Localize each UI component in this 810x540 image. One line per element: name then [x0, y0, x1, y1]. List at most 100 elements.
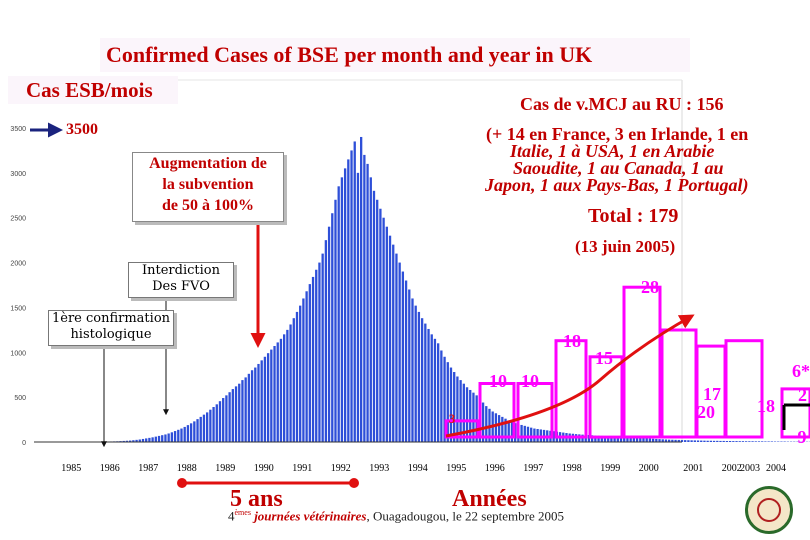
vmcj-line1: Cas de v.MCJ au RU : 156	[520, 94, 724, 114]
bse-bar	[494, 413, 498, 442]
bse-bar	[700, 440, 703, 442]
bse-bar	[459, 380, 462, 442]
bse-bar	[347, 159, 350, 442]
bse-bar	[684, 440, 687, 442]
bse-bar	[594, 435, 597, 442]
span-start-dot	[177, 478, 187, 488]
y-tick-label: 1000	[10, 350, 26, 357]
bse-bar	[138, 439, 141, 442]
bse-bar	[157, 435, 161, 442]
y-tick-label: 3000	[10, 171, 26, 178]
bse-bar	[164, 434, 167, 442]
bse-bar	[270, 349, 273, 442]
bse-bar	[189, 423, 193, 442]
bse-bar	[360, 136, 363, 442]
bse-bar	[372, 190, 376, 442]
bse-bar	[761, 441, 764, 442]
bse-bar	[241, 380, 244, 442]
annotation-subvention-line3: de 50 à 100%	[162, 197, 254, 214]
y-tick-label: 0	[22, 440, 26, 447]
bse-bar	[411, 298, 414, 442]
bse-bar	[536, 428, 539, 442]
vcjd-bar	[660, 328, 698, 439]
bse-bar	[148, 437, 151, 442]
bse-bar	[671, 439, 674, 442]
bse-bar	[302, 298, 305, 442]
x-tick-label: 2000	[639, 463, 659, 474]
x-tick-label: 1989	[215, 463, 235, 474]
bse-bar	[321, 253, 324, 442]
vcjd-bar	[516, 382, 554, 439]
bse-bar	[222, 398, 225, 442]
annotation-confirmation: 1ère confirmation histologique	[48, 310, 174, 346]
vcjd-bar	[554, 339, 588, 439]
vcjd-bar	[724, 339, 764, 439]
x-tick-label: 1994	[408, 463, 428, 474]
bse-bar	[629, 437, 632, 442]
bse-bar	[305, 291, 308, 442]
bse-bar	[129, 440, 132, 442]
bse-bar	[388, 235, 392, 442]
bse-bar	[145, 438, 148, 442]
marker-3500-label: 3500	[66, 121, 98, 138]
vcjd-bar	[478, 382, 516, 439]
bse-bar	[327, 226, 331, 442]
bse-bar	[283, 334, 286, 442]
bse-bar	[607, 436, 610, 442]
vmcj-line5: Japon, 1 aux Pays-Bas, 1 Portugal)	[485, 175, 749, 195]
bse-bar	[465, 387, 469, 442]
five-years-label: 5 ans	[230, 486, 283, 512]
bse-bar	[693, 440, 696, 442]
bse-bar	[440, 350, 443, 442]
bse-bar	[231, 389, 234, 442]
x-tick-label: 1985	[61, 463, 81, 474]
bse-bar	[732, 441, 735, 442]
annotation-confirmation-line1: 1ère confirmation	[51, 311, 171, 326]
bse-bar	[497, 415, 501, 442]
vcjd-value-label: 20	[697, 402, 715, 422]
bse-bar	[408, 289, 411, 442]
footer-note: 4èmes journées vétérinaires, Ouagadougou…	[228, 508, 564, 524]
bse-bar	[453, 372, 456, 442]
bse-bar	[424, 323, 427, 442]
bse-bar	[658, 439, 661, 442]
y-axis-title: Cas ESB/mois	[8, 76, 178, 104]
bse-bar	[770, 441, 773, 442]
bse-bar	[552, 431, 555, 442]
bse-bar	[376, 199, 379, 442]
bse-bar	[741, 441, 745, 442]
bse-bar	[690, 440, 693, 442]
bse-bar	[331, 213, 334, 442]
bse-bar	[173, 431, 177, 442]
x-tick-label: 1996	[485, 463, 505, 474]
x-tick-label: 2002	[722, 463, 742, 474]
bse-bar	[639, 438, 642, 442]
bse-bar	[449, 367, 453, 442]
bse-bar	[154, 436, 157, 442]
bse-bar	[645, 438, 648, 442]
bse-bar	[613, 436, 616, 442]
bse-bar	[668, 439, 671, 442]
bse-bar	[385, 226, 388, 442]
bse-bar	[289, 324, 292, 442]
bse-bar	[209, 409, 212, 442]
bse-bar	[363, 154, 366, 442]
bse-bar	[735, 441, 738, 442]
x-tick-label: 1997	[523, 463, 543, 474]
x-tick-label: 1999	[600, 463, 620, 474]
bse-bar	[295, 311, 299, 442]
bse-bar	[738, 441, 741, 442]
bse-bar	[456, 376, 459, 442]
bse-bar	[366, 163, 369, 442]
vmcj-line4: Saoudite, 1 au Canada, 1 au	[513, 158, 724, 178]
bse-bar	[485, 406, 488, 442]
bse-bar	[501, 416, 504, 442]
bse-bar	[186, 425, 190, 442]
vcjd-value-label: 18	[563, 331, 581, 351]
bse-bar	[712, 440, 716, 442]
bse-bar	[392, 244, 395, 442]
bse-bar	[234, 386, 238, 442]
bse-bar	[635, 437, 639, 442]
bse-bar	[135, 439, 138, 442]
bse-bar	[591, 435, 594, 442]
